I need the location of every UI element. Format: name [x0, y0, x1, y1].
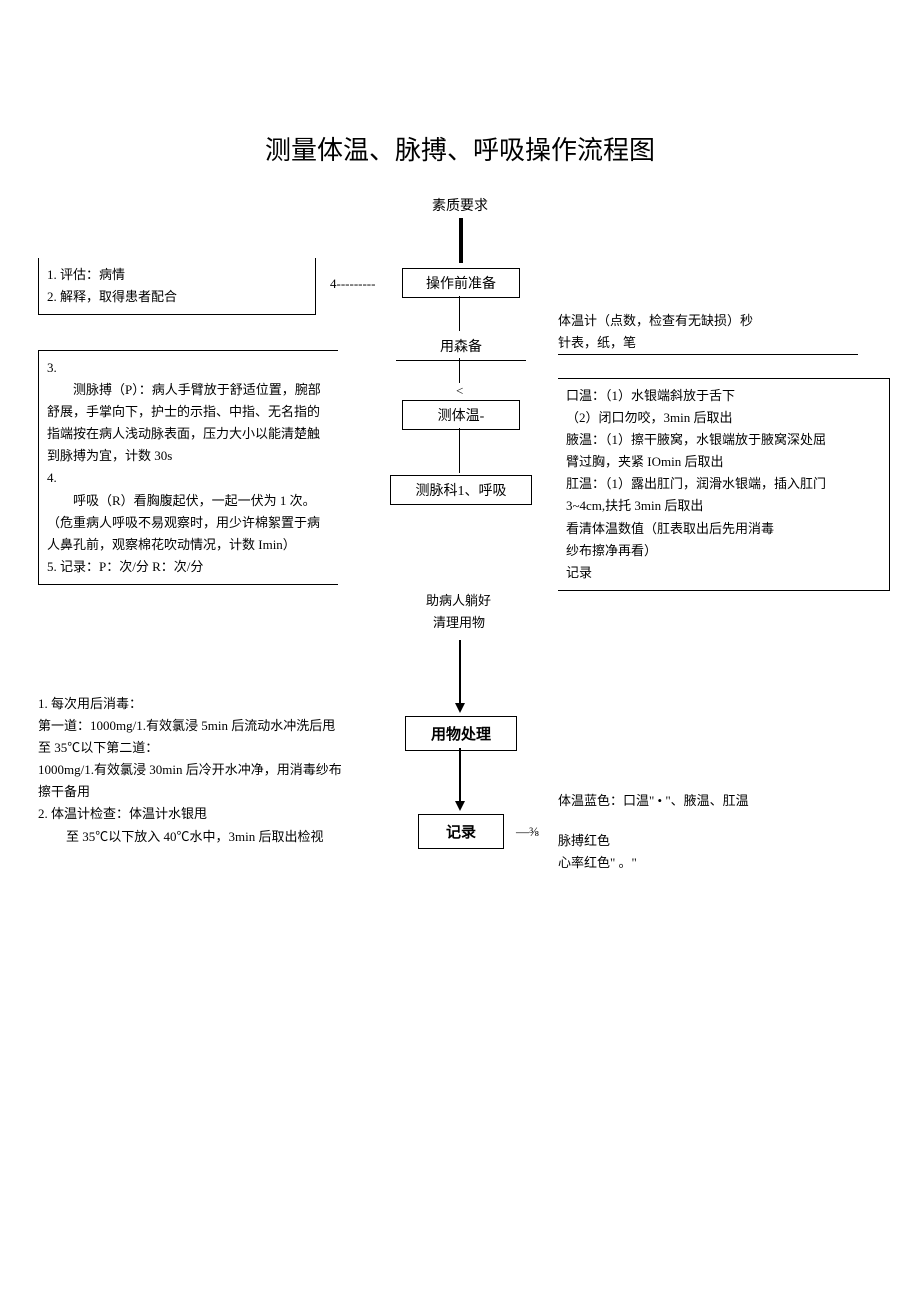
left-box-pulse-resp: 3. 测脉搏（P）：病人手臂放于舒适位置，腕部舒展，手掌向下，护士的示指、中指、…	[38, 350, 338, 585]
left2-n3: 3.	[47, 357, 330, 379]
arrow-icon	[455, 801, 465, 811]
right2-l2: （2）闭口勿咬，3min 后取出	[566, 407, 881, 429]
right1-l2: 针表，纸，笔	[558, 332, 858, 354]
left3-l4: 2. 体温计检查：体温计水银甩	[38, 803, 343, 825]
right1-l1: 体温计（点数，检查有无缺损）秒	[558, 310, 858, 332]
flow-step-assist: 助病人躺好	[426, 590, 491, 609]
arrow-icon	[455, 703, 465, 713]
connector-three-eight: —⅜	[516, 824, 539, 840]
right-box-temp-method: 口温：（1）水银端斜放于舌下 （2）闭口勿咬，3min 后取出 腋温：（1）擦干…	[558, 378, 890, 591]
right2-l4: 臂过胸，夹紧 IOmin 后取出	[566, 451, 881, 473]
flow-line	[459, 428, 460, 473]
right-box-supplies: 体温计（点数，检查有无缺损）秒 针表，纸，笔	[558, 310, 858, 355]
right2-l3: 腋温：（1）擦干腋窝，水银端放于腋窝深处屈	[566, 429, 881, 451]
flow-step-pulse: 测脉科1、呼吸	[390, 475, 532, 505]
flow-line	[459, 358, 460, 383]
right2-l5: 肛温：（1）露出肛门，润滑水银端，插入肛门	[566, 473, 881, 495]
left2-n4: 4.	[47, 467, 330, 489]
left3-l3: 1000mg/1.有效氯浸 30min 后冷开水冲净，用消毒纱布擦干备用	[38, 759, 343, 803]
flow-step-prepare: 操作前准备	[402, 268, 520, 298]
left1-l2: 2. 解释，取得患者配合	[47, 286, 307, 308]
right3-l1: 体温蓝色：口温" • "、腋温、肛温	[558, 790, 858, 812]
left-box-assess: 1. 评估：病情 2. 解释，取得患者配合	[38, 258, 316, 315]
left-box-disinfect: 1. 每次用后消毒： 第一道：1000mg/1.有效氯浸 5min 后流动水冲洗…	[38, 693, 343, 848]
right2-l6: 3~4cm,扶托 3min 后取出	[566, 495, 881, 517]
flow-step-supplies: 用森备	[396, 332, 526, 361]
flow-step-record: 记录	[418, 814, 504, 849]
left3-l2: 第一道：1000mg/1.有效氯浸 5min 后流动水冲洗后甩至 35℃以下第二…	[38, 715, 343, 759]
left2-p2: 呼吸（R）看胸腹起伏，一起一伏为 1 次。（危重病人呼吸不易观察时，用少许棉絮置…	[47, 490, 330, 556]
flow-line	[459, 640, 461, 705]
left3-l1: 1. 每次用后消毒：	[38, 693, 343, 715]
flow-line	[459, 296, 460, 331]
flow-step-clean: 清理用物	[433, 612, 485, 631]
page-title: 测量体温、脉搏、呼吸操作流程图	[0, 130, 920, 167]
flow-line	[459, 748, 461, 803]
right2-l8: 纱布擦净再看）	[566, 540, 881, 562]
left1-l1: 1. 评估：病情	[47, 264, 307, 286]
right3-l2: 脉搏红色	[558, 830, 858, 852]
right-box-record-color: 体温蓝色：口温" • "、腋温、肛温 脉搏红色 心率红色" 。"	[558, 790, 858, 874]
right2-l1: 口温：（1）水银端斜放于舌下	[566, 385, 881, 407]
step2-sub: <	[456, 383, 463, 399]
flow-line	[459, 218, 463, 263]
flow-step-temp: 测体温-	[402, 400, 520, 430]
left2-p1: 测脉搏（P）：病人手臂放于舒适位置，腕部舒展，手掌向下，护士的示指、中指、无名指…	[47, 379, 330, 467]
right3-l3: 心率红色" 。"	[558, 852, 858, 874]
right2-l9: 记录	[566, 562, 881, 584]
left3-l5: 至 35℃以下放入 40℃水中，3min 后取出检视	[38, 826, 343, 848]
subtitle: 素质要求	[0, 195, 920, 215]
left2-n5: 5. 记录：P：次/分 R：次/分	[47, 556, 330, 578]
flow-step-dispose: 用物处理	[405, 716, 517, 751]
connector-four: 4---------	[330, 276, 375, 292]
right2-l7: 看清体温数值（肛表取出后先用消毒	[566, 518, 881, 540]
